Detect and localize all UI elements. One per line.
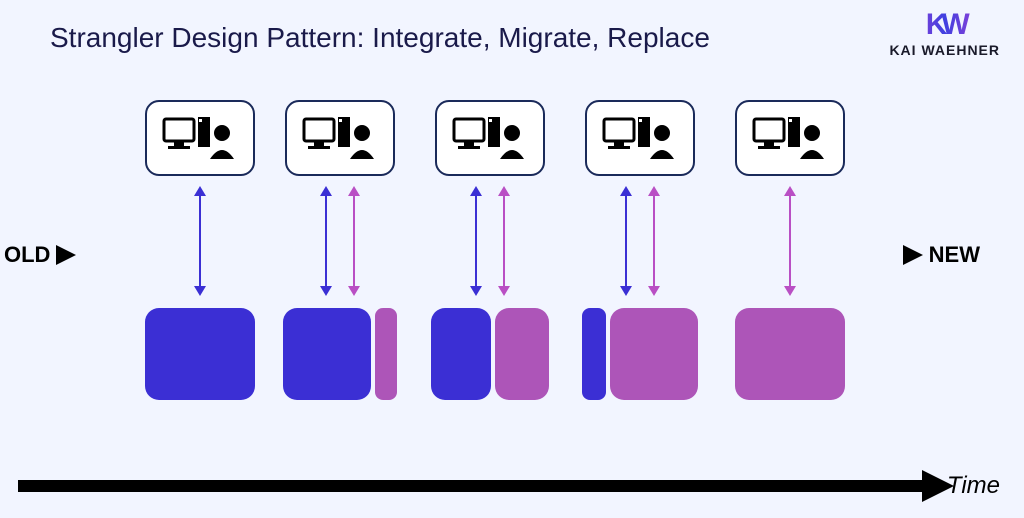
block-group (420, 308, 560, 400)
diagram-stage (30, 100, 994, 440)
new-block (495, 308, 549, 400)
new-block (735, 308, 845, 400)
block-group (720, 308, 860, 400)
logo: KW KAI WAEHNER (889, 10, 1000, 58)
user-box (285, 100, 395, 176)
block-group (130, 308, 270, 400)
new-block (375, 308, 397, 400)
page-title: Strangler Design Pattern: Integrate, Mig… (50, 22, 710, 54)
user-workstation-icon (300, 113, 380, 163)
old-double-arrow (199, 186, 201, 296)
old-block (431, 308, 491, 400)
logo-mark: KW (889, 10, 1000, 40)
old-text: OLD (4, 242, 50, 268)
arrow-group (270, 186, 410, 296)
stage-column (130, 100, 270, 400)
arrow-group (420, 186, 560, 296)
arrow-group (570, 186, 710, 296)
new-block (610, 308, 698, 400)
stage-column (570, 100, 710, 400)
user-workstation-icon (450, 113, 530, 163)
user-box (585, 100, 695, 176)
arrow-right-icon (903, 245, 923, 265)
new-double-arrow (353, 186, 355, 296)
user-workstation-icon (160, 113, 240, 163)
old-double-arrow (325, 186, 327, 296)
stage-column (720, 100, 860, 400)
old-block (145, 308, 255, 400)
user-box (145, 100, 255, 176)
old-double-arrow (475, 186, 477, 296)
new-double-arrow (789, 186, 791, 296)
old-block (283, 308, 371, 400)
user-workstation-icon (750, 113, 830, 163)
arrow-group (130, 186, 270, 296)
block-group (270, 308, 410, 400)
old-double-arrow (625, 186, 627, 296)
new-label: NEW (903, 242, 980, 268)
new-text: NEW (929, 242, 980, 268)
user-box (735, 100, 845, 176)
new-double-arrow (653, 186, 655, 296)
stage-column (270, 100, 410, 400)
block-group (570, 308, 710, 400)
logo-text: KAI WAEHNER (889, 42, 1000, 58)
time-label: Time (947, 472, 1000, 500)
user-workstation-icon (600, 113, 680, 163)
old-block (582, 308, 606, 400)
stage-column (420, 100, 560, 400)
arrow-right-icon (56, 245, 76, 265)
user-box (435, 100, 545, 176)
old-label: OLD (4, 242, 76, 268)
timeline-arrow (18, 480, 924, 492)
new-double-arrow (503, 186, 505, 296)
arrow-group (720, 186, 860, 296)
